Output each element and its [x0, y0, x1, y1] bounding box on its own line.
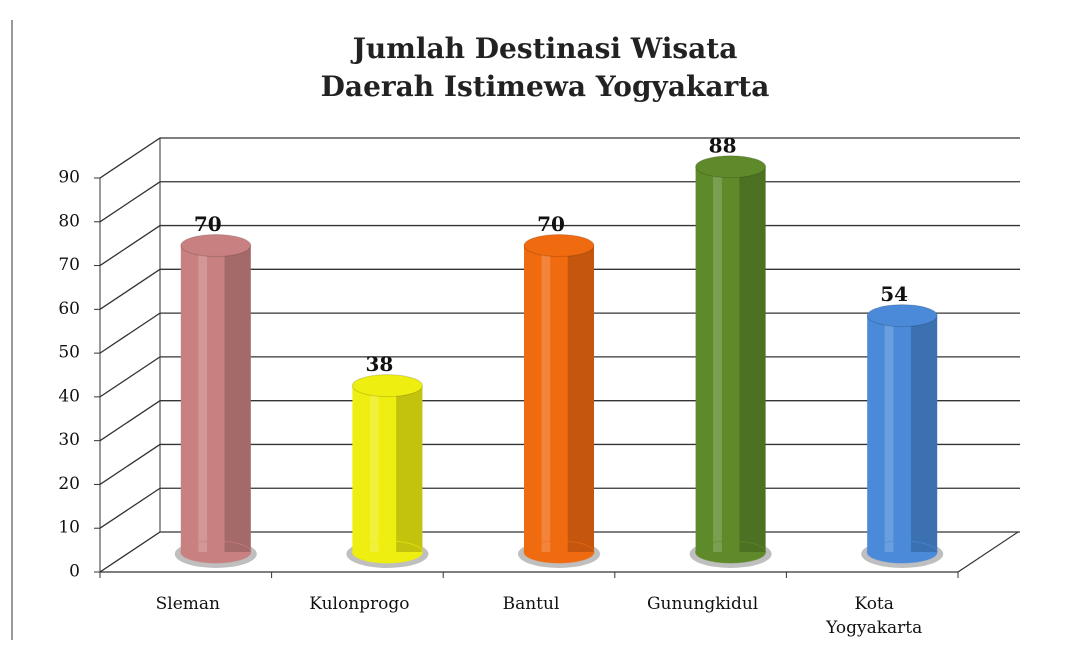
- y-tick-label: 0: [69, 562, 80, 582]
- bar-shine: [542, 246, 551, 552]
- bar-shine: [198, 246, 207, 552]
- bar-top: [696, 156, 766, 178]
- bar-shade: [739, 167, 765, 552]
- x-tick-label: Sleman: [113, 592, 263, 616]
- back-wall: [100, 138, 160, 572]
- bar-shade: [396, 386, 422, 552]
- bar-top: [352, 375, 422, 397]
- value-label: 70: [537, 212, 565, 236]
- value-label: 54: [880, 282, 908, 306]
- y-tick-label: 70: [58, 255, 80, 275]
- x-tick-label: Bantul: [456, 592, 606, 616]
- value-label: 38: [365, 352, 393, 376]
- bar-top: [524, 235, 594, 257]
- y-tick-label: 40: [58, 386, 80, 406]
- y-tick-label: 90: [58, 168, 80, 188]
- bar-shade: [911, 316, 937, 552]
- bar-shade: [568, 246, 594, 552]
- y-tick-label: 50: [58, 343, 80, 363]
- bar-top: [867, 305, 937, 327]
- bar-top: [181, 235, 251, 257]
- page: 0 10 20 30 40 50 60 70 80 90 70 38 70 88 54 Jumlah Des…: [0, 0, 1066, 646]
- value-label: 70: [194, 212, 222, 236]
- y-tick-label: 10: [58, 518, 80, 538]
- chart-title: Jumlah Destinasi Wisata Daerah Istimewa …: [245, 30, 845, 106]
- x-tick-label: Gunungkidul: [628, 592, 778, 616]
- bar-shine: [370, 386, 379, 552]
- bar-shade: [225, 246, 251, 552]
- x-tick-label: Kulonprogo: [284, 592, 434, 616]
- y-tick-label: 80: [58, 211, 80, 231]
- bar-shine: [713, 167, 722, 552]
- bar-shine: [885, 316, 894, 552]
- y-tick-label: 20: [58, 474, 80, 494]
- value-label: 88: [709, 133, 737, 157]
- grid-line: [100, 138, 1020, 178]
- x-tick-label: Kota Yogyakarta: [819, 592, 929, 640]
- y-tick-label: 30: [58, 430, 80, 450]
- y-tick-label: 60: [58, 299, 80, 319]
